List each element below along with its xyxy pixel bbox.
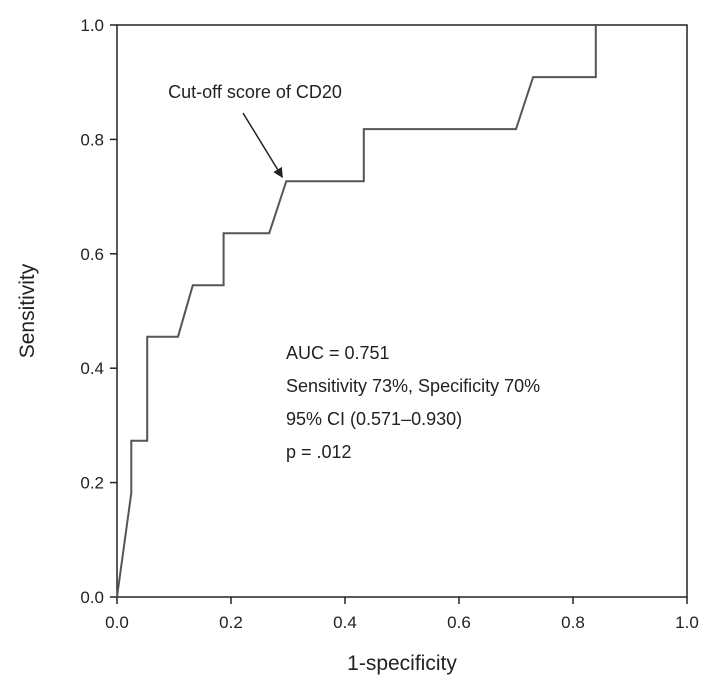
- x-tick-label: 0.8: [561, 613, 585, 632]
- p-value-text: p = .012: [286, 442, 352, 462]
- y-tick-label: 0.6: [80, 245, 104, 264]
- x-axis-label: 1-specificity: [347, 652, 457, 675]
- y-tick-label: 0.2: [80, 474, 104, 493]
- confidence-interval-text: 95% CI (0.571–0.930): [286, 409, 462, 429]
- x-axis-ticks: 0.0 0.2 0.4 0.6 0.8 1.0: [105, 597, 699, 632]
- y-tick-label: 1.0: [80, 16, 104, 35]
- sensitivity-specificity-text: Sensitivity 73%, Specificity 70%: [286, 376, 540, 396]
- y-tick-label: 0.8: [80, 130, 104, 149]
- cutoff-arrow: [242, 112, 283, 179]
- x-tick-label: 0.4: [333, 613, 357, 632]
- x-tick-label: 0.2: [219, 613, 243, 632]
- stats-annotation: AUC = 0.751 Sensitivity 73%, Specificity…: [286, 343, 540, 462]
- y-tick-label: 0.4: [80, 359, 104, 378]
- y-tick-label: 0.0: [80, 588, 104, 607]
- x-tick-label: 0.0: [105, 613, 129, 632]
- x-tick-label: 1.0: [675, 613, 699, 632]
- cutoff-annotation-label: Cut-off score of CD20: [168, 82, 342, 102]
- y-axis-ticks: 0.0 0.2 0.4 0.6 0.8 1.0: [80, 16, 117, 607]
- plot-frame: [116, 24, 688, 598]
- auc-text: AUC = 0.751: [286, 343, 390, 363]
- y-axis-label: Sensitivity: [16, 263, 39, 358]
- roc-curve-line: [116, 25, 597, 598]
- x-tick-label: 0.6: [447, 613, 471, 632]
